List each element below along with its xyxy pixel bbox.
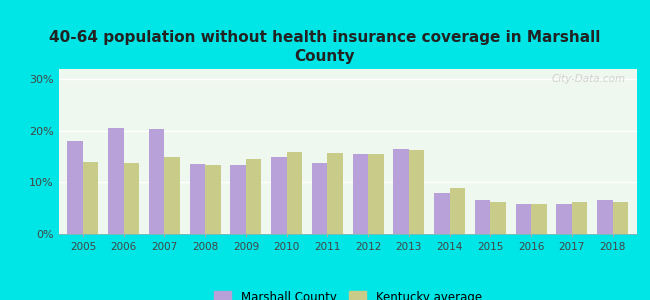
Bar [190, 164, 205, 234]
Bar [612, 202, 628, 234]
Bar [597, 200, 612, 234]
Bar [434, 193, 450, 234]
Bar [515, 204, 531, 234]
Bar [490, 202, 506, 234]
Bar [205, 165, 220, 234]
Bar [164, 157, 180, 234]
Bar [556, 204, 572, 234]
Bar [450, 188, 465, 234]
Bar [409, 150, 424, 234]
Legend: Marshall County, Kentucky average: Marshall County, Kentucky average [209, 286, 487, 300]
Bar [531, 204, 547, 234]
Text: 40-64 population without health insurance coverage in Marshall
County: 40-64 population without health insuranc… [49, 30, 601, 64]
Bar [230, 165, 246, 234]
Text: City-Data.com: City-Data.com [551, 74, 625, 84]
Bar [475, 200, 490, 234]
Bar [312, 164, 328, 234]
Bar [246, 159, 261, 234]
Bar [393, 149, 409, 234]
Bar [572, 202, 588, 234]
Bar [353, 154, 368, 234]
Bar [124, 163, 139, 234]
Bar [287, 152, 302, 234]
Bar [328, 152, 343, 234]
Bar [271, 157, 287, 234]
Bar [68, 141, 83, 234]
Bar [368, 154, 384, 234]
Bar [108, 128, 124, 234]
Bar [149, 129, 164, 234]
Bar [83, 162, 98, 234]
